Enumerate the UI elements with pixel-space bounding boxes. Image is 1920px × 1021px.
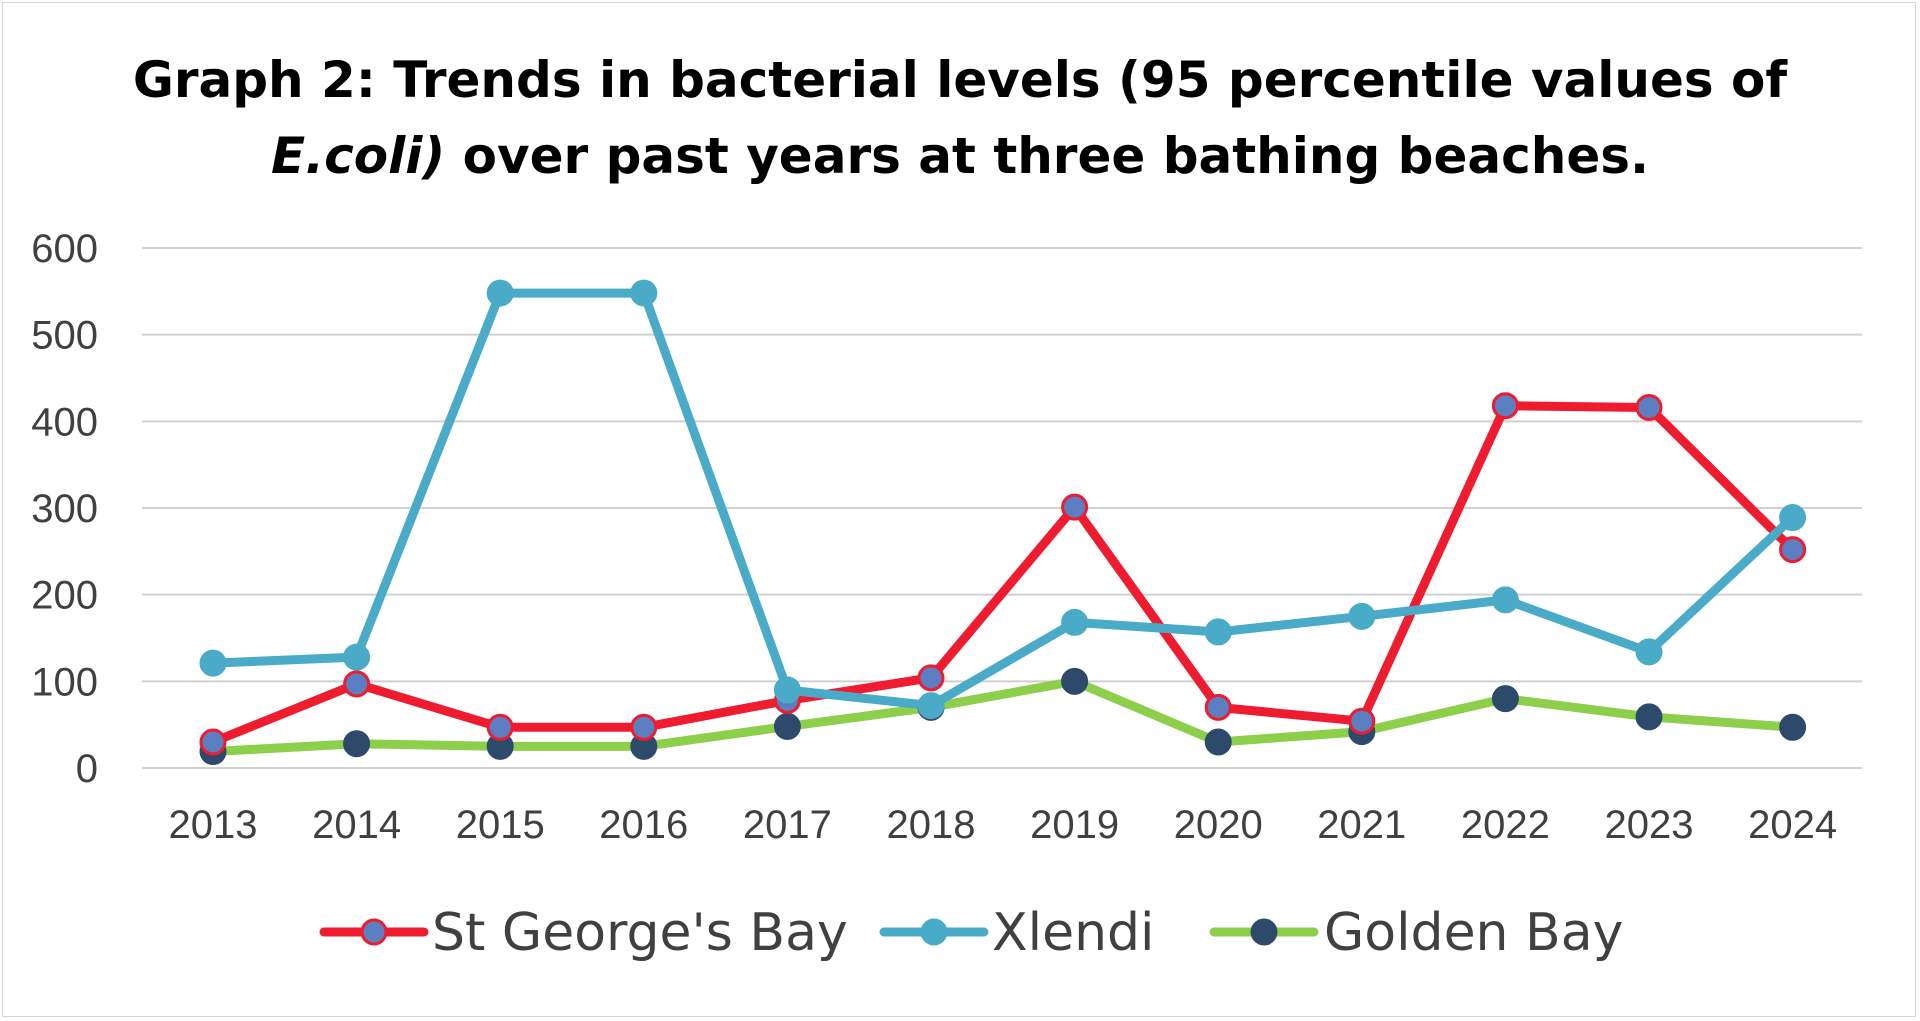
chart-title-rest: over past years at three bathing beaches… bbox=[445, 127, 1650, 185]
data-point bbox=[630, 713, 658, 741]
data-point bbox=[343, 670, 371, 698]
data-point bbox=[486, 279, 514, 307]
data-point bbox=[773, 712, 801, 740]
data-point bbox=[343, 730, 371, 758]
chart-title-line-2: E.coli) over past years at three bathing… bbox=[0, 118, 1920, 194]
data-point bbox=[1204, 728, 1232, 756]
legend-swatch-marker bbox=[920, 918, 948, 946]
data-point bbox=[1204, 693, 1232, 721]
x-tick-label: 2013 bbox=[169, 803, 258, 847]
data-point bbox=[1348, 602, 1376, 630]
data-point bbox=[199, 649, 227, 677]
data-point bbox=[343, 643, 371, 671]
x-tick-label: 2023 bbox=[1605, 803, 1694, 847]
x-tick-label: 2022 bbox=[1461, 803, 1550, 847]
data-point bbox=[1204, 618, 1232, 646]
x-tick-label: 2015 bbox=[456, 803, 545, 847]
legend-swatch-marker bbox=[360, 918, 388, 946]
data-point bbox=[1491, 685, 1519, 713]
data-point bbox=[1635, 703, 1663, 731]
y-axis-ticks: 0 100 200 300 400 500 600 bbox=[31, 227, 98, 791]
series-group bbox=[199, 279, 1807, 766]
chart-title-line-1: Graph 2: Trends in bacterial levels (95 … bbox=[132, 51, 1788, 109]
x-tick-label: 2019 bbox=[1030, 803, 1119, 847]
legend-label: Golden Bay bbox=[1324, 903, 1623, 963]
x-axis-ticks: 2013 2014 2015 2016 2017 2018 2019 2020 2021 2022… bbox=[169, 803, 1838, 847]
data-point bbox=[486, 713, 514, 741]
y-tick-label: 100 bbox=[31, 660, 98, 704]
y-tick-label: 400 bbox=[31, 400, 98, 444]
x-tick-label: 2017 bbox=[743, 803, 832, 847]
x-tick-label: 2014 bbox=[312, 803, 401, 847]
chart-title: Graph 2: Trends in bacterial levels (95 … bbox=[0, 42, 1920, 194]
legend-label: St George's Bay bbox=[432, 903, 848, 963]
gridlines bbox=[142, 247, 1862, 769]
series-line-xlendi bbox=[208, 288, 1798, 711]
x-tick-label: 2021 bbox=[1317, 803, 1406, 847]
y-tick-label: 0 bbox=[76, 747, 98, 791]
data-point bbox=[1061, 608, 1089, 636]
data-point bbox=[917, 692, 945, 720]
y-tick-label: 200 bbox=[31, 574, 98, 618]
legend: St George's Bay Xlendi Golden Bay bbox=[319, 903, 1623, 963]
data-point bbox=[773, 676, 801, 704]
data-point bbox=[1061, 493, 1089, 521]
legend-item-golden-bay: Golden Bay bbox=[1209, 903, 1623, 963]
data-point bbox=[1779, 536, 1807, 564]
legend-item-xlendi: Xlendi bbox=[879, 903, 1154, 963]
data-point bbox=[1348, 707, 1376, 735]
x-tick-label: 2020 bbox=[1174, 803, 1263, 847]
series-line-st-george-s-bay bbox=[208, 401, 1798, 747]
legend-swatch-marker bbox=[1250, 918, 1278, 946]
legend-item-st-george-s-bay: St George's Bay bbox=[319, 903, 848, 963]
data-point bbox=[1491, 392, 1519, 420]
y-tick-label: 600 bbox=[31, 227, 98, 271]
x-tick-label: 2024 bbox=[1748, 803, 1837, 847]
data-point bbox=[199, 728, 227, 756]
data-point bbox=[1061, 667, 1089, 695]
data-point bbox=[917, 664, 945, 692]
x-tick-label: 2016 bbox=[599, 803, 688, 847]
data-point bbox=[1779, 504, 1807, 532]
x-tick-label: 2018 bbox=[887, 803, 976, 847]
data-point bbox=[1491, 586, 1519, 614]
y-tick-label: 300 bbox=[31, 487, 98, 531]
series-line-golden-bay bbox=[208, 676, 1798, 757]
legend-label: Xlendi bbox=[992, 903, 1154, 963]
data-point bbox=[1779, 713, 1807, 741]
data-point bbox=[1635, 393, 1663, 421]
y-tick-label: 500 bbox=[31, 314, 98, 358]
data-point bbox=[630, 279, 658, 307]
data-point bbox=[1635, 638, 1663, 666]
chart-title-italic: E.coli) bbox=[270, 127, 446, 185]
